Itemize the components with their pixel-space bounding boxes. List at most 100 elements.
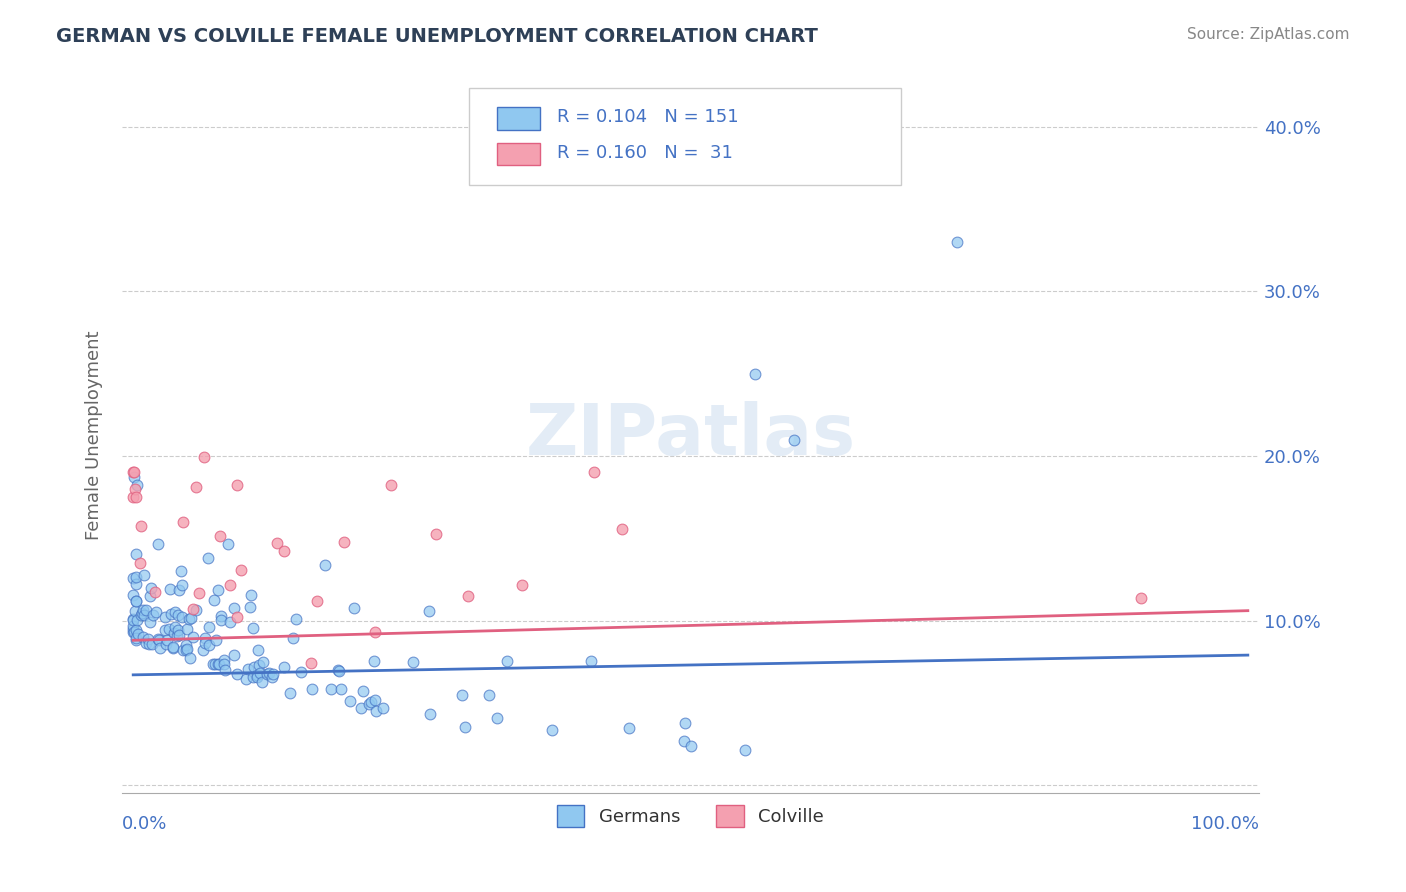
Point bbox=[138, 615, 160, 629]
Point bbox=[679, 739, 702, 753]
Point bbox=[194, 636, 217, 650]
Point bbox=[364, 624, 387, 639]
Point bbox=[319, 681, 342, 696]
Point bbox=[343, 601, 366, 615]
Point bbox=[579, 654, 602, 668]
Point bbox=[946, 235, 969, 249]
Point bbox=[219, 578, 242, 592]
Point bbox=[162, 626, 184, 640]
Point bbox=[134, 607, 156, 622]
Point bbox=[328, 663, 350, 677]
Point bbox=[252, 655, 274, 669]
Point bbox=[209, 528, 232, 542]
Point bbox=[162, 641, 184, 656]
Point bbox=[141, 636, 163, 650]
Point bbox=[125, 478, 148, 492]
Point bbox=[371, 701, 394, 715]
Point bbox=[166, 629, 188, 643]
Point bbox=[478, 688, 501, 702]
Point bbox=[380, 477, 402, 491]
Point bbox=[250, 675, 273, 690]
Point bbox=[330, 681, 353, 696]
Point bbox=[744, 367, 766, 381]
Point bbox=[273, 660, 295, 674]
Point bbox=[208, 657, 231, 671]
Point bbox=[360, 695, 382, 709]
Point bbox=[153, 623, 176, 637]
Point bbox=[222, 601, 245, 615]
Point bbox=[290, 665, 312, 680]
Point bbox=[129, 608, 152, 623]
Point bbox=[582, 466, 605, 480]
Point bbox=[364, 692, 387, 706]
Point bbox=[198, 619, 221, 633]
Point bbox=[339, 694, 361, 708]
Point bbox=[177, 612, 200, 626]
Point bbox=[1129, 591, 1152, 605]
Point bbox=[174, 639, 197, 653]
Point bbox=[122, 466, 145, 480]
Point bbox=[214, 663, 236, 677]
Point bbox=[132, 603, 155, 617]
Point bbox=[262, 670, 284, 684]
Text: R = 0.160   N =  31: R = 0.160 N = 31 bbox=[558, 144, 734, 161]
Point bbox=[156, 633, 179, 648]
Point bbox=[328, 664, 350, 678]
Point bbox=[240, 588, 263, 602]
Point bbox=[207, 657, 229, 671]
Point bbox=[176, 622, 198, 636]
Point bbox=[259, 665, 281, 680]
Point bbox=[165, 620, 187, 634]
Point bbox=[284, 612, 307, 626]
Point bbox=[209, 608, 232, 623]
Point bbox=[249, 657, 271, 672]
Point bbox=[124, 623, 146, 637]
Point bbox=[359, 698, 381, 712]
Point bbox=[612, 522, 634, 536]
Point bbox=[125, 594, 148, 608]
Point bbox=[181, 630, 204, 644]
Point bbox=[198, 638, 221, 652]
Point bbox=[231, 563, 253, 577]
Point bbox=[673, 716, 696, 731]
Point bbox=[617, 721, 640, 735]
Point bbox=[170, 578, 193, 592]
Point bbox=[124, 604, 146, 618]
Point bbox=[184, 603, 207, 617]
Point bbox=[125, 570, 148, 584]
Point bbox=[242, 670, 264, 684]
Point bbox=[160, 607, 183, 621]
Point bbox=[235, 672, 257, 686]
Point bbox=[188, 586, 211, 600]
Point bbox=[486, 711, 509, 725]
Point bbox=[146, 632, 169, 646]
Point bbox=[186, 480, 208, 494]
Point bbox=[125, 490, 148, 504]
Point bbox=[262, 666, 284, 681]
Point bbox=[207, 582, 229, 597]
Point bbox=[124, 482, 146, 496]
Point bbox=[205, 632, 228, 647]
Point bbox=[349, 701, 371, 715]
Point bbox=[226, 609, 249, 624]
Point bbox=[163, 606, 186, 620]
Point bbox=[122, 622, 145, 636]
Point bbox=[159, 582, 181, 597]
Point bbox=[273, 544, 295, 558]
Point bbox=[124, 577, 146, 591]
Point bbox=[454, 720, 477, 734]
Point bbox=[131, 607, 153, 621]
Point bbox=[132, 630, 155, 644]
Point bbox=[138, 637, 160, 651]
Point bbox=[122, 466, 145, 480]
Text: 0.0%: 0.0% bbox=[122, 814, 167, 833]
Point bbox=[139, 590, 162, 604]
Text: R = 0.104   N = 151: R = 0.104 N = 151 bbox=[558, 108, 740, 126]
Point bbox=[122, 613, 145, 627]
Point bbox=[153, 609, 176, 624]
Point bbox=[194, 631, 217, 645]
Text: GERMAN VS COLVILLE FEMALE UNEMPLOYMENT CORRELATION CHART: GERMAN VS COLVILLE FEMALE UNEMPLOYMENT C… bbox=[56, 27, 818, 45]
Point bbox=[174, 643, 197, 657]
Point bbox=[256, 666, 278, 681]
Point bbox=[193, 450, 215, 464]
